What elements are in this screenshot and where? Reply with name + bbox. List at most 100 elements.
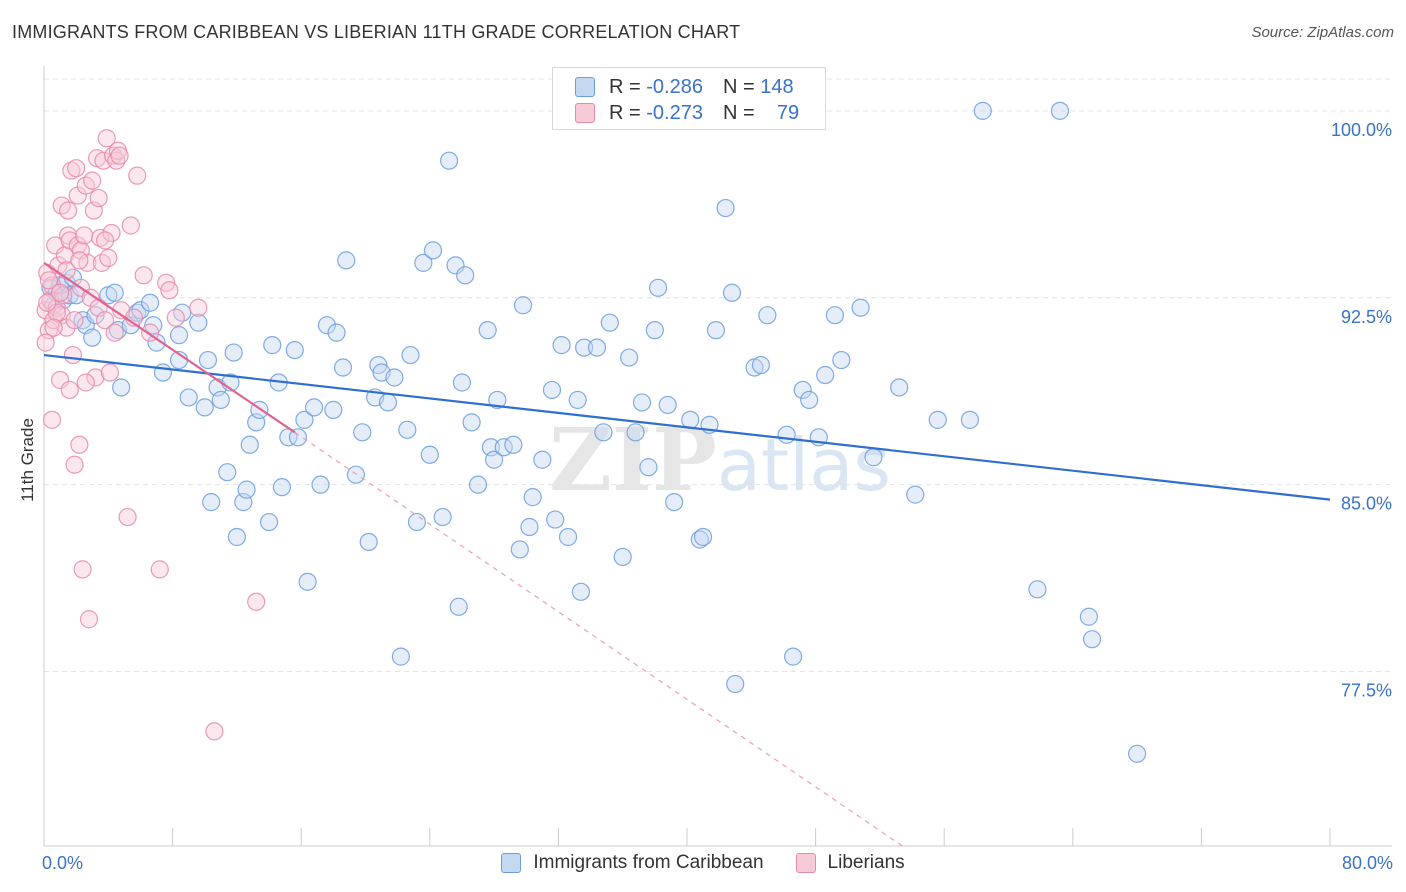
liberian-point [134, 266, 153, 285]
caribbean-point [353, 423, 372, 442]
caribbean-point [800, 390, 819, 410]
liberian-point [73, 560, 92, 579]
caribbean-point [295, 410, 314, 429]
series-legend: Immigrants from Caribbean Liberians [0, 852, 1406, 874]
caribbean-point [285, 340, 304, 360]
caribbean-point [317, 316, 337, 335]
caribbean-point [439, 151, 459, 170]
caribbean-point [639, 458, 658, 477]
liberian-point [47, 303, 66, 322]
caribbean-point [587, 338, 607, 357]
liberian-point [95, 231, 115, 250]
caribbean-point [832, 350, 851, 370]
caribbean-point [658, 395, 677, 415]
caribbean-point [423, 241, 443, 260]
legend-n-label: N = [722, 101, 755, 124]
caribbean-point [385, 368, 404, 387]
caribbean-point [533, 450, 552, 469]
caribbean-point [1082, 630, 1102, 649]
liberian-point [104, 146, 123, 165]
liberian-point [68, 236, 87, 255]
caribbean-point [620, 348, 639, 367]
legend-item-caribbean: Immigrants from Caribbean [501, 852, 764, 874]
caribbean-point [83, 328, 102, 347]
caribbean-point [449, 597, 468, 616]
chart-source: Source: ZipAtlas.com [1251, 24, 1394, 41]
caribbean-point [1028, 580, 1047, 599]
caribbean-legend-label: Immigrants from Caribbean [533, 852, 764, 873]
caribbean-point [240, 435, 259, 454]
caribbean-point [973, 101, 992, 120]
caribbean-point [195, 398, 214, 417]
caribbean-point [456, 266, 475, 285]
liberian-point [63, 345, 83, 365]
caribbean-point [648, 278, 668, 297]
caribbean-point [793, 380, 812, 400]
caribbean-point [259, 512, 279, 532]
liberians-legend-label: Liberians [827, 852, 905, 873]
liberian-trend-line [43, 261, 296, 434]
legend-n-label: N = [722, 75, 755, 98]
y-tick-label: 100.0% [1331, 120, 1392, 140]
liberian-point [67, 159, 86, 178]
liberian-point [65, 311, 84, 330]
liberian-point [105, 323, 124, 342]
caribbean-point [227, 527, 246, 547]
caribbean-point [224, 343, 243, 362]
legend-n-value: 79 [776, 101, 800, 124]
caribbean-point [504, 435, 523, 454]
watermark: ZIPatlas [549, 410, 891, 511]
liberian-point [70, 435, 89, 454]
liberian-point [76, 373, 95, 392]
liberian-point [128, 166, 147, 185]
caribbean-point [147, 333, 166, 352]
caribbean-point [198, 350, 218, 370]
stats-legend: R = -0.286 N = 148 R = -0.273 N = 79 [552, 67, 826, 130]
x-tick-label-min: 0.0% [42, 853, 83, 873]
caribbean-point [298, 572, 317, 591]
liberians-legend-swatch [795, 853, 816, 873]
liberians-swatch [575, 103, 595, 123]
caribbean-point [665, 493, 684, 512]
liberian-point [247, 592, 266, 611]
liberian-point [102, 223, 121, 243]
caribbean-trend-line [43, 353, 1331, 501]
caribbean-point [420, 445, 439, 464]
caribbean-point [513, 296, 533, 315]
caribbean-point [632, 393, 652, 412]
caribbean-point [851, 298, 870, 317]
liberian-point [99, 248, 118, 267]
liberian-point [62, 161, 81, 180]
caribbean-point [304, 398, 324, 417]
caribbean-point [179, 388, 198, 407]
liberian-point [118, 507, 137, 527]
caribbean-point [131, 301, 150, 320]
y-tick-label: 92.5% [1341, 307, 1392, 327]
chart-title: IMMIGRANTS FROM CARIBBEAN VS LIBERIAN 11… [12, 22, 741, 42]
liberian-point [83, 171, 102, 190]
caribbean-point [960, 410, 980, 429]
caribbean-point [452, 373, 472, 392]
caribbean-point [478, 321, 497, 340]
caribbean-point [433, 507, 452, 527]
caribbean-point [485, 450, 504, 469]
caribbean-point [272, 478, 292, 497]
liberian-point [89, 188, 108, 208]
caribbean-legend-swatch [501, 853, 522, 873]
caribbean-point [558, 527, 578, 547]
caribbean-point [1127, 744, 1147, 763]
caribbean-point [693, 527, 713, 547]
caribbean-point [716, 198, 735, 218]
grid-lines [44, 78, 1392, 673]
caribbean-point [928, 410, 947, 429]
axes [43, 66, 1392, 847]
caribbean-point [1050, 101, 1070, 120]
liberian-point [79, 610, 99, 629]
caribbean-point [890, 378, 909, 397]
caribbean-point [488, 390, 507, 410]
caribbean-point [189, 313, 208, 332]
legend-row-liberians: R = -0.273 N = 79 [575, 100, 799, 126]
caribbean-point [140, 293, 160, 312]
liberian-point [50, 370, 70, 390]
